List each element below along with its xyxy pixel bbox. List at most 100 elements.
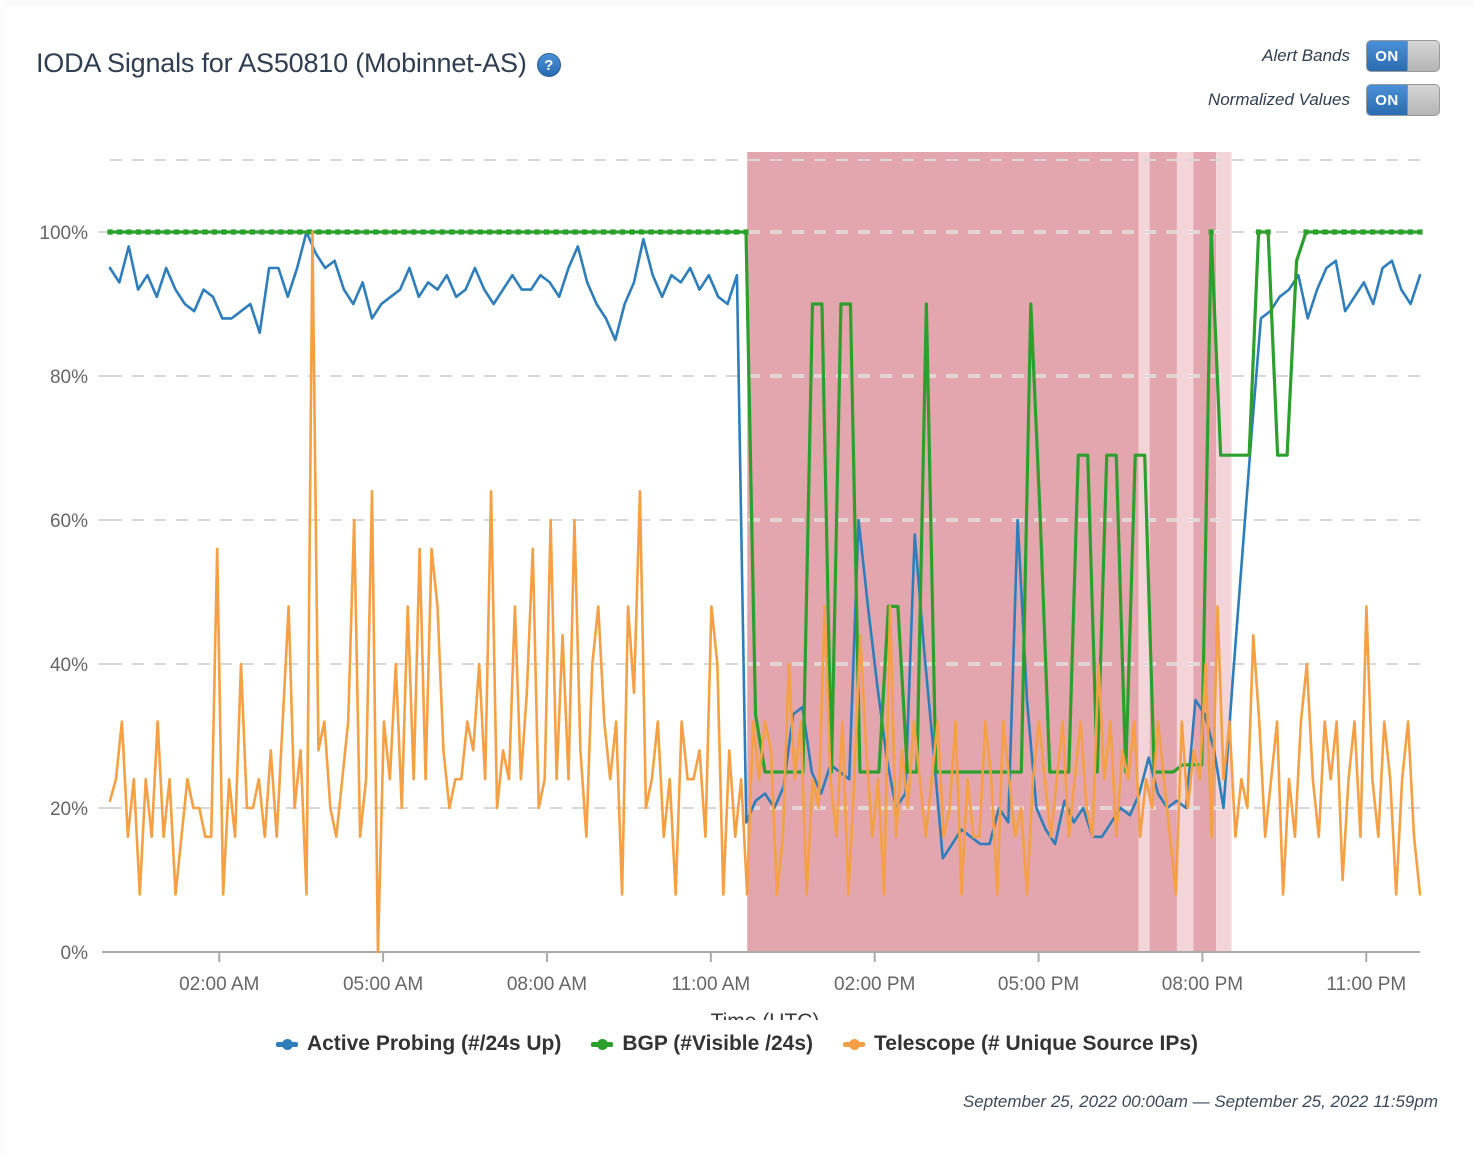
data-point xyxy=(354,229,360,235)
data-point xyxy=(743,229,749,235)
data-point xyxy=(1322,229,1328,235)
data-point xyxy=(1388,229,1395,235)
data-point xyxy=(183,229,189,235)
data-point xyxy=(667,229,673,235)
data-point xyxy=(686,229,692,235)
title-row: IODA Signals for AS50810 (Mobinnet-AS) ? xyxy=(36,48,561,79)
legend-label: BGP (#Visible /24s) xyxy=(622,1032,813,1055)
data-point xyxy=(629,229,635,235)
series-line-2[interactable] xyxy=(108,230,1422,954)
data-point xyxy=(544,229,550,235)
x-tick-label-5: 05:00 PM xyxy=(998,974,1079,995)
time-range-footer: September 25, 2022 00:00am — September 2… xyxy=(962,1092,1438,1111)
alert-band-3 xyxy=(1176,152,1194,952)
alert-bands-toggle[interactable]: ON xyxy=(1366,40,1440,72)
data-point xyxy=(724,229,730,235)
data-point xyxy=(382,229,388,235)
data-point xyxy=(411,229,417,235)
y-tick-label-1: 20% xyxy=(50,799,88,820)
alert-band-1 xyxy=(1138,152,1150,952)
normalized-values-toggle-state: ON xyxy=(1367,85,1407,115)
normalized-values-label: Normalized Values xyxy=(1207,90,1350,109)
data-point xyxy=(1208,229,1214,235)
data-point xyxy=(648,229,654,235)
data-point xyxy=(676,229,683,235)
data-point xyxy=(638,229,645,235)
data-point xyxy=(496,229,502,235)
data-point xyxy=(373,229,379,235)
data-point xyxy=(601,229,607,235)
data-point xyxy=(126,229,132,235)
alert-band-2 xyxy=(1149,152,1177,952)
data-point xyxy=(439,229,445,235)
data-point xyxy=(572,229,578,235)
data-point xyxy=(1265,229,1271,235)
legend-label: Active Probing (#/24s Up) xyxy=(306,1032,562,1055)
data-point xyxy=(420,229,426,235)
toggle-row-normalized-values: Normalized Values ON xyxy=(1208,84,1440,116)
data-point xyxy=(173,229,180,235)
x-tick-label-3: 11:00 AM xyxy=(671,974,750,995)
legend-item-2[interactable]: Telescope (# Unique Source IPs) xyxy=(843,1032,1198,1056)
data-point xyxy=(363,229,369,235)
alert-bands-label: Alert Bands xyxy=(1262,46,1350,65)
legend-item-1[interactable]: BGP (#Visible /24s) xyxy=(591,1032,813,1056)
data-point xyxy=(506,229,512,235)
data-point xyxy=(1331,229,1338,235)
data-point xyxy=(335,229,341,235)
data-point xyxy=(487,229,493,235)
data-point xyxy=(477,229,483,235)
data-point xyxy=(430,229,436,235)
data-point xyxy=(145,229,151,235)
data-point xyxy=(259,229,265,235)
y-tick-label-2: 40% xyxy=(50,655,88,676)
data-point xyxy=(1341,229,1347,235)
data-point xyxy=(468,229,474,235)
data-point xyxy=(620,229,626,235)
data-point xyxy=(268,229,274,235)
data-point xyxy=(1417,229,1423,235)
normalized-values-toggle[interactable]: ON xyxy=(1366,84,1440,116)
data-point xyxy=(306,229,312,235)
data-point xyxy=(164,229,170,235)
legend-label: Telescope (# Unique Source IPs) xyxy=(874,1032,1199,1055)
data-point xyxy=(714,229,721,235)
legend-item-0[interactable]: Active Probing (#/24s Up) xyxy=(275,1032,562,1056)
data-point xyxy=(192,229,199,235)
help-icon[interactable]: ? xyxy=(536,53,561,77)
alert-band-group xyxy=(747,152,1232,952)
signals-line-chart[interactable]: 0% 20% 40% 60% 80% 100% 02:00 AM 05:00 AM 08:00 … xyxy=(0,140,1474,1020)
x-axis-title: Time (UTC) xyxy=(711,1010,820,1020)
data-point xyxy=(1369,229,1376,235)
y-tick-label-5: 100% xyxy=(39,223,88,244)
data-point xyxy=(107,229,113,235)
data-point xyxy=(401,229,407,235)
alert-bands-toggle-knob xyxy=(1407,41,1439,71)
page-title: IODA Signals for AS50810 (Mobinnet-AS) xyxy=(36,48,527,78)
toggle-row-alert-bands: Alert Bands ON xyxy=(1262,40,1440,72)
data-point xyxy=(249,229,255,235)
data-point xyxy=(221,229,227,235)
x-tick-label-4: 02:00 PM xyxy=(834,974,915,995)
x-tick-label-1: 05:00 AM xyxy=(343,974,423,995)
data-point xyxy=(287,229,293,235)
data-point xyxy=(515,229,521,235)
data-point xyxy=(344,229,350,235)
data-point xyxy=(695,229,702,235)
legend-marker-icon xyxy=(843,1038,865,1050)
y-axis-labels: 0% 20% 40% 60% 80% 100% xyxy=(39,223,110,964)
data-point xyxy=(202,229,208,235)
y-tick-label-4: 80% xyxy=(50,367,88,388)
chart-legend: Active Probing (#/24s Up) BGP (#Visible /… xyxy=(0,1032,1474,1056)
data-point xyxy=(458,229,464,235)
data-point xyxy=(240,229,246,235)
data-point xyxy=(610,229,616,235)
y-tick-label-0: 0% xyxy=(61,943,89,964)
data-point xyxy=(392,229,398,235)
data-point xyxy=(1303,229,1309,235)
chart-area[interactable]: 0% 20% 40% 60% 80% 100% 02:00 AM 05:00 AM 08:00 … xyxy=(0,140,1474,1020)
card-top-edge xyxy=(0,0,1474,6)
data-point xyxy=(316,229,322,235)
card-left-edge xyxy=(0,0,5,1154)
